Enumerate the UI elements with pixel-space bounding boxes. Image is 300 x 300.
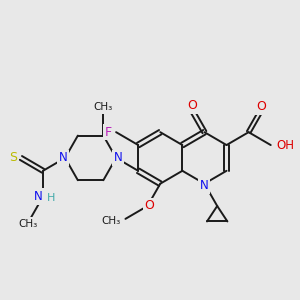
Text: N: N xyxy=(59,152,68,164)
Text: N: N xyxy=(34,190,43,203)
Text: O: O xyxy=(187,99,196,112)
Text: CH₃: CH₃ xyxy=(101,216,121,226)
Text: N: N xyxy=(200,179,209,192)
Text: CH₃: CH₃ xyxy=(19,219,38,229)
Text: CH₃: CH₃ xyxy=(94,103,113,112)
Text: S: S xyxy=(9,152,17,164)
Text: F: F xyxy=(105,126,112,139)
Text: H: H xyxy=(47,193,55,202)
Text: O: O xyxy=(145,200,154,212)
Text: N: N xyxy=(114,152,122,164)
Text: O: O xyxy=(256,100,266,113)
Text: OH: OH xyxy=(277,139,295,152)
